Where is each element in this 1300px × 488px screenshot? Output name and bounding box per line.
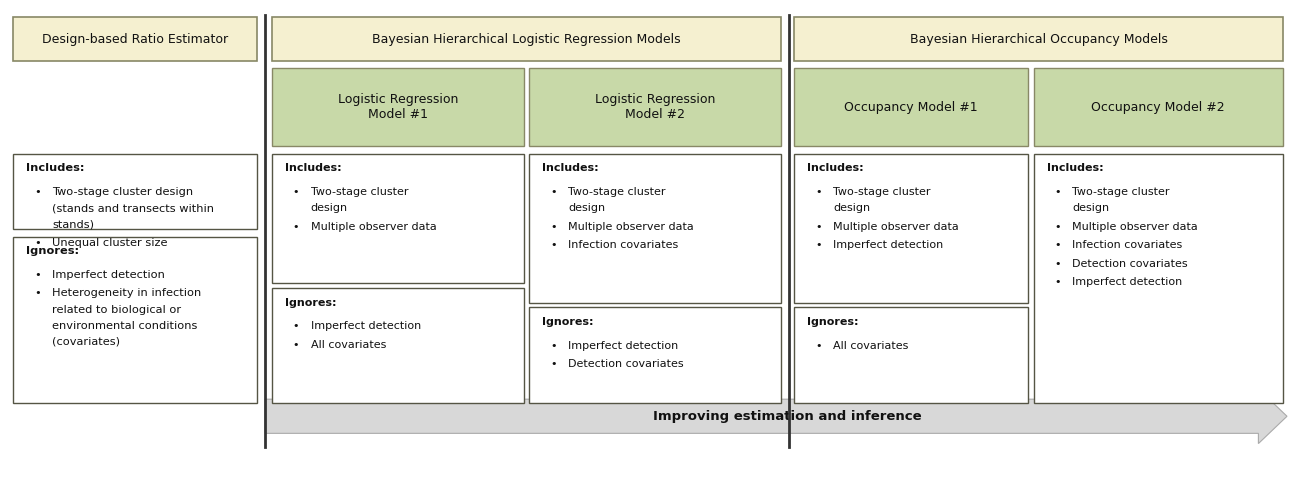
Text: Imperfect detection: Imperfect detection <box>52 270 165 280</box>
Bar <box>272 288 524 403</box>
Polygon shape <box>265 389 1287 444</box>
Text: •: • <box>34 187 40 197</box>
Text: Detection covariates: Detection covariates <box>568 359 684 369</box>
Text: (covariates): (covariates) <box>52 337 120 346</box>
Text: •: • <box>815 222 822 231</box>
Bar <box>794 307 1028 403</box>
Text: Occupancy Model #1: Occupancy Model #1 <box>845 101 978 114</box>
Text: Ignores:: Ignores: <box>26 246 79 256</box>
Text: •: • <box>1054 277 1061 287</box>
Text: •: • <box>1054 187 1061 197</box>
Text: •: • <box>34 238 40 247</box>
Text: Ignores:: Ignores: <box>542 317 594 327</box>
Text: Logistic Regression
Model #2: Logistic Regression Model #2 <box>595 93 715 122</box>
Text: Multiple observer data: Multiple observer data <box>1072 222 1199 231</box>
Text: Infection covariates: Infection covariates <box>568 240 679 250</box>
Text: Detection covariates: Detection covariates <box>1072 259 1188 268</box>
Text: Unequal cluster size: Unequal cluster size <box>52 238 168 247</box>
Bar <box>13 237 257 403</box>
Text: •: • <box>292 222 299 231</box>
Text: Ignores:: Ignores: <box>285 298 337 307</box>
Text: Bayesian Hierarchical Occupancy Models: Bayesian Hierarchical Occupancy Models <box>910 33 1167 45</box>
Text: •: • <box>550 187 556 197</box>
Text: •: • <box>292 321 299 331</box>
Text: Imperfect detection: Imperfect detection <box>568 341 679 350</box>
Text: Infection covariates: Infection covariates <box>1072 240 1183 250</box>
Bar <box>529 154 781 303</box>
Text: •: • <box>1054 240 1061 250</box>
Text: Imperfect detection: Imperfect detection <box>311 321 421 331</box>
Bar <box>794 68 1028 146</box>
Bar <box>794 154 1028 303</box>
Text: •: • <box>292 340 299 349</box>
Text: Imperfect detection: Imperfect detection <box>1072 277 1183 287</box>
Text: Bayesian Hierarchical Logistic Regression Models: Bayesian Hierarchical Logistic Regressio… <box>372 33 681 45</box>
Text: Heterogeneity in infection: Heterogeneity in infection <box>52 288 202 298</box>
Text: (stands and transects within: (stands and transects within <box>52 203 214 213</box>
Text: Includes:: Includes: <box>285 163 342 173</box>
Text: •: • <box>34 270 40 280</box>
Text: Multiple observer data: Multiple observer data <box>833 222 959 231</box>
Text: Includes:: Includes: <box>26 163 84 173</box>
Bar <box>272 68 524 146</box>
Text: environmental conditions: environmental conditions <box>52 321 198 330</box>
Text: Improving estimation and inference: Improving estimation and inference <box>654 410 922 423</box>
Text: Includes:: Includes: <box>542 163 599 173</box>
Text: Two-stage cluster: Two-stage cluster <box>833 187 931 197</box>
Bar <box>13 154 257 229</box>
Bar <box>1034 154 1283 403</box>
Text: design: design <box>311 203 348 213</box>
Bar <box>1034 68 1283 146</box>
Text: Two-stage cluster: Two-stage cluster <box>1072 187 1170 197</box>
Text: •: • <box>1054 222 1061 231</box>
Text: Imperfect detection: Imperfect detection <box>833 240 944 250</box>
Text: •: • <box>815 240 822 250</box>
Text: All covariates: All covariates <box>833 341 909 350</box>
Text: •: • <box>550 240 556 250</box>
Text: Two-stage cluster design: Two-stage cluster design <box>52 187 194 197</box>
Text: •: • <box>292 187 299 197</box>
Text: Includes:: Includes: <box>1046 163 1104 173</box>
Text: •: • <box>34 288 40 298</box>
Text: •: • <box>1054 259 1061 268</box>
Text: Design-based Ratio Estimator: Design-based Ratio Estimator <box>42 33 229 45</box>
Text: related to biological or: related to biological or <box>52 305 181 314</box>
Text: Includes:: Includes: <box>807 163 864 173</box>
Bar <box>272 17 781 61</box>
Text: design: design <box>568 203 606 213</box>
Text: Multiple observer data: Multiple observer data <box>568 222 694 231</box>
Text: Multiple observer data: Multiple observer data <box>311 222 437 231</box>
Bar <box>794 17 1283 61</box>
Text: •: • <box>815 187 822 197</box>
Text: •: • <box>550 341 556 350</box>
Bar <box>13 17 257 61</box>
Text: design: design <box>833 203 871 213</box>
Text: stands): stands) <box>52 219 94 229</box>
Text: design: design <box>1072 203 1110 213</box>
Text: Logistic Regression
Model #1: Logistic Regression Model #1 <box>338 93 458 122</box>
Text: •: • <box>550 359 556 369</box>
Text: All covariates: All covariates <box>311 340 386 349</box>
Text: •: • <box>550 222 556 231</box>
Text: Two-stage cluster: Two-stage cluster <box>311 187 408 197</box>
Text: Occupancy Model #2: Occupancy Model #2 <box>1092 101 1225 114</box>
Text: Ignores:: Ignores: <box>807 317 859 327</box>
Text: Two-stage cluster: Two-stage cluster <box>568 187 666 197</box>
Text: •: • <box>815 341 822 350</box>
Bar <box>529 307 781 403</box>
Bar <box>529 68 781 146</box>
Bar <box>272 154 524 283</box>
